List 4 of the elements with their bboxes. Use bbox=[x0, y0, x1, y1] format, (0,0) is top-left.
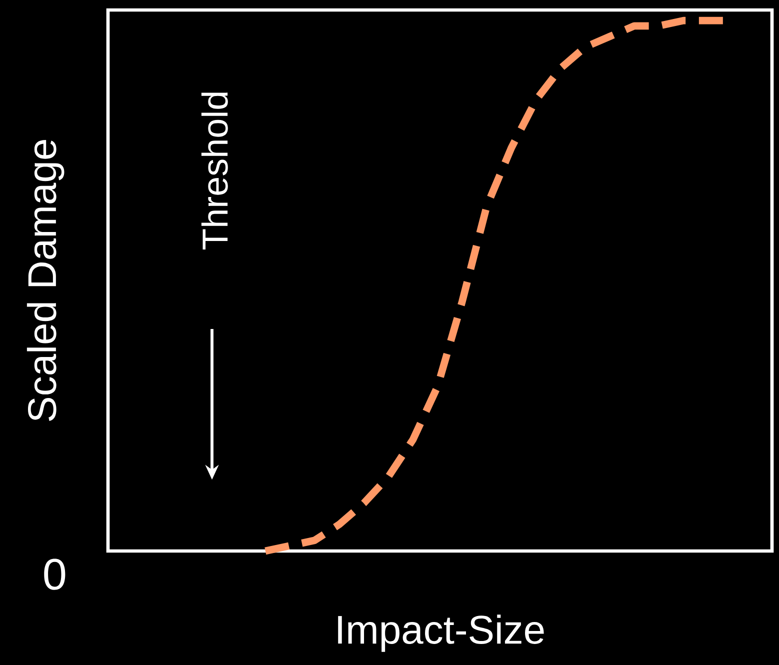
x-axis-title: Impact-Size bbox=[338, 614, 544, 652]
y-axis-title: Scaled Damage bbox=[26, 140, 64, 421]
text: 0 bbox=[44, 558, 66, 590]
annotation: Threshold bbox=[201, 92, 228, 250]
